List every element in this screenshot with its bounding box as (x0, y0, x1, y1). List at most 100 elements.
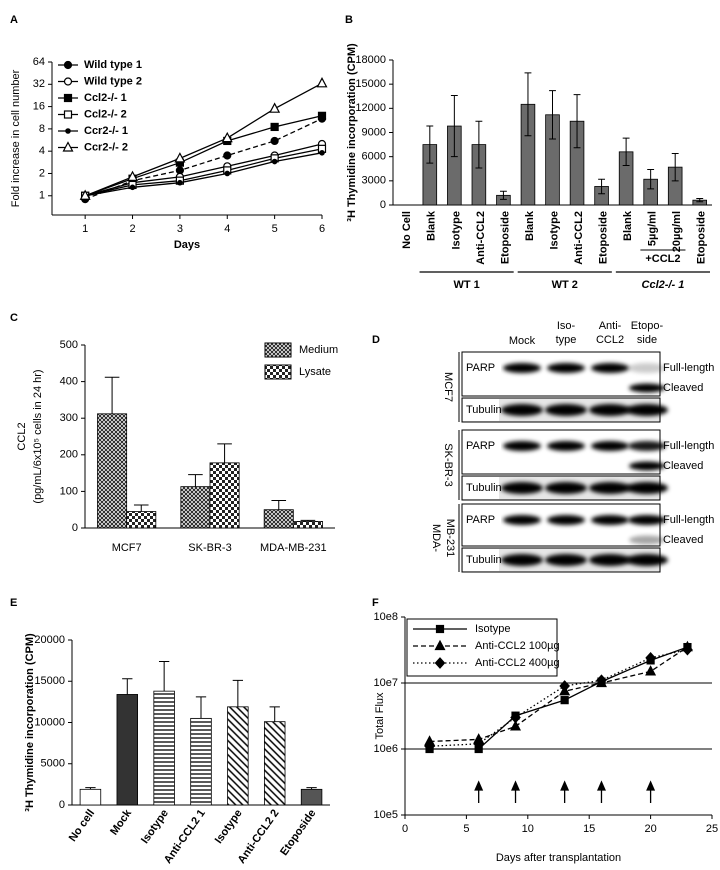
group-label: WT 2 (552, 279, 578, 291)
y-tick-label: 0 (72, 522, 78, 534)
band (628, 515, 666, 525)
marker (435, 624, 445, 634)
error-bar (188, 474, 203, 487)
panel-label: A (10, 14, 18, 26)
error-bar (426, 125, 434, 164)
form-label: Cleaved (663, 460, 703, 472)
marker (269, 102, 281, 113)
panel-label: C (10, 312, 18, 324)
band (626, 404, 668, 416)
band (503, 441, 541, 451)
y-tick-label: 9000 (362, 126, 386, 138)
y-tick-label: 400 (60, 376, 78, 388)
legend-label: Wild type 1 (84, 59, 142, 71)
y-tick-label: 15000 (355, 78, 386, 90)
x-tick-label: Blank (622, 210, 634, 241)
band (547, 363, 585, 373)
group-label: WT 1 (453, 279, 479, 291)
x-tick-label: MDA-MB-231 (260, 542, 327, 554)
band (547, 515, 585, 525)
marker (316, 77, 328, 88)
x-tick-label: 0 (402, 823, 408, 835)
y-tick-label: 500 (60, 339, 78, 351)
bar (97, 413, 128, 529)
y-tick-label: 300 (60, 412, 78, 424)
x-tick-label: 5 (463, 823, 469, 835)
band (589, 554, 631, 566)
marker (560, 696, 569, 705)
error-bar (104, 376, 120, 414)
protein-label: PARP (466, 440, 495, 452)
marker (79, 189, 91, 200)
y-tick-label: 32 (33, 78, 45, 90)
marker (510, 720, 522, 731)
error-bar (85, 787, 96, 790)
lane-label: type (556, 334, 577, 346)
label-cell (463, 505, 501, 545)
marker (223, 151, 232, 160)
band (628, 441, 666, 451)
marker (62, 141, 74, 152)
y-tick-label: 1 (39, 190, 45, 202)
error-bar (475, 120, 483, 169)
bar (292, 521, 323, 529)
marker (65, 128, 71, 134)
x-tick-label: 15 (583, 823, 595, 835)
legend-label: Anti-CCL2 400µg (475, 657, 560, 669)
series-line (84, 82, 323, 197)
cell-line-label: MB-231 (444, 519, 456, 558)
bar (126, 511, 157, 529)
marker (270, 122, 279, 132)
legend-label: Ccr2-/- 1 (84, 125, 128, 137)
label-cell (463, 477, 499, 499)
cell-line-label: MCF7 (442, 372, 454, 402)
legend-label: Isotype (475, 623, 510, 635)
error-bar (269, 706, 280, 722)
marker (271, 158, 278, 165)
y-tick-label: 6000 (362, 151, 386, 163)
bar (263, 721, 286, 806)
x-tick-label: Etoposide (597, 211, 609, 264)
y-tick-label: 10e6 (374, 743, 398, 755)
lane-label: Anti- (599, 320, 622, 332)
band (589, 404, 631, 416)
y-tick-label: 16 (33, 100, 45, 112)
band (547, 441, 585, 451)
error-bar (195, 696, 207, 719)
marker (63, 110, 73, 119)
x-tick-label: 25 (706, 823, 718, 835)
group-label: Ccl2-/- 1 (642, 279, 685, 291)
legend-label: Ccl2-/- 2 (84, 108, 127, 120)
error-bar (647, 169, 655, 190)
marker (174, 152, 186, 163)
protein-label: Tubulin (466, 404, 502, 416)
y-axis-label: Fold increase in cell number (10, 69, 22, 207)
error-bar (499, 190, 507, 200)
x-tick-label: No Cell (401, 211, 413, 249)
bar (227, 706, 249, 806)
legend-swatch (264, 342, 292, 358)
panel-label: D (372, 334, 380, 346)
marker (319, 150, 325, 156)
marker (645, 652, 656, 664)
x-tick-label: 6 (319, 223, 325, 235)
error-bar (450, 94, 458, 158)
x-tick-label: 5µg/ml (647, 211, 659, 246)
bar (116, 694, 139, 806)
label-cell (463, 399, 499, 421)
marker (63, 60, 73, 70)
x-tick-label: 4 (224, 223, 230, 235)
band (545, 404, 587, 416)
legend-label: Anti-CCL2 100µg (475, 640, 560, 652)
band (626, 482, 668, 494)
band (503, 363, 541, 373)
error-bar (217, 443, 232, 463)
label-cell (463, 353, 501, 395)
x-tick-label: 2 (129, 223, 135, 235)
y-tick-label: 2 (39, 167, 45, 179)
legend-label: Lysate (299, 366, 331, 378)
marker (129, 184, 136, 191)
y-tick-label: 10000 (34, 716, 65, 728)
marker (682, 643, 693, 656)
x-axis-label: Days after transplantation (496, 852, 621, 864)
